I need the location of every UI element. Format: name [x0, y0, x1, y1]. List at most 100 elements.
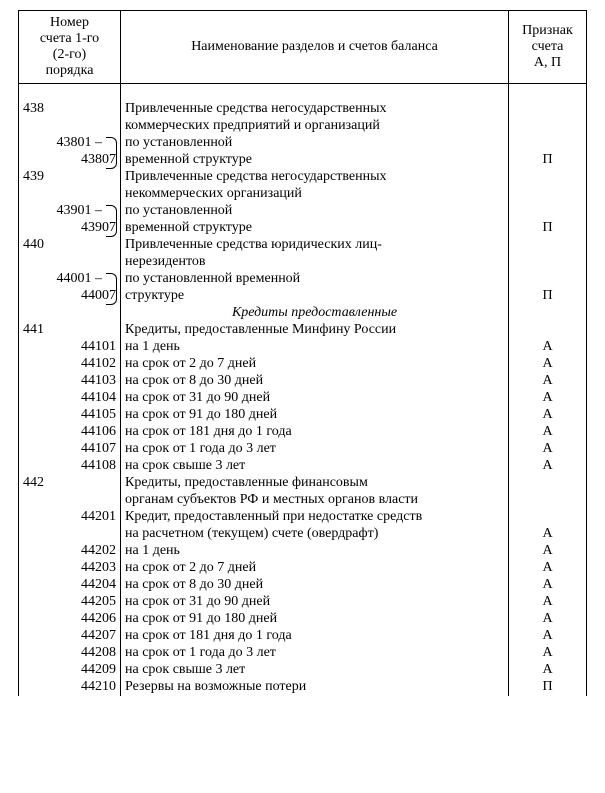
account-l1: 442 — [19, 475, 121, 492]
table-row: 44104на срок от 31 до 90 днейА — [19, 390, 587, 407]
account-l2: 44207 — [19, 628, 121, 645]
account-sign: П — [509, 288, 587, 305]
table-row: 43901 –по установленной — [19, 203, 587, 220]
account-sign: А — [509, 441, 587, 458]
range-desc: по установленной — [121, 135, 509, 152]
table-row: нерезидентов — [19, 254, 587, 271]
table-row: 44107на срок от 1 года до 3 летА — [19, 441, 587, 458]
account-title: нерезидентов — [121, 254, 509, 271]
table-row: 44207на срок от 181 дня до 1 годаА — [19, 628, 587, 645]
table-row: 438Привлеченные средства негосударственн… — [19, 101, 587, 118]
header-col-account: Номерсчета 1-го(2-го)порядка — [19, 11, 121, 84]
account-l2: 44102 — [19, 356, 121, 373]
account-sign: А — [509, 560, 587, 577]
account-desc: на срок от 181 дня до 1 года — [121, 424, 509, 441]
account-l2: 44209 — [19, 662, 121, 679]
account-l1: 439 — [19, 169, 121, 186]
account-sign: А — [509, 424, 587, 441]
account-l2: 44205 — [19, 594, 121, 611]
account-l2 — [19, 526, 121, 543]
account-sign: А — [509, 458, 587, 475]
account-l1 — [19, 186, 121, 203]
account-desc: на срок свыше 3 лет — [121, 662, 509, 679]
account-sign: А — [509, 611, 587, 628]
account-l1 — [19, 492, 121, 509]
account-l1: 438 — [19, 101, 121, 118]
account-sign: П — [509, 152, 587, 169]
account-title: Привлеченные средства негосударственных — [121, 169, 509, 186]
table-row: 441Кредиты, предоставленные Минфину Росс… — [19, 322, 587, 339]
table-row: 43807временной структуреП — [19, 152, 587, 169]
table-row: 44105на срок от 91 до 180 днейА — [19, 407, 587, 424]
account-desc: на 1 день — [121, 543, 509, 560]
table-row: органам субъектов РФ и местных органов в… — [19, 492, 587, 509]
account-l2: 44201 — [19, 509, 121, 526]
table-row: 44204на срок от 8 до 30 днейА — [19, 577, 587, 594]
account-sign: А — [509, 543, 587, 560]
account-desc: на 1 день — [121, 339, 509, 356]
account-desc: на срок от 1 года до 3 лет — [121, 441, 509, 458]
account-desc: на срок от 1 года до 3 лет — [121, 645, 509, 662]
account-l1 — [19, 254, 121, 271]
table-row: 44106на срок от 181 дня до 1 годаА — [19, 424, 587, 441]
account-sign — [509, 475, 587, 492]
account-desc: на расчетном (текущем) счете (овердрафт) — [121, 526, 509, 543]
account-sign — [509, 492, 587, 509]
range-desc: временной структуре — [121, 152, 509, 169]
account-sign — [509, 169, 587, 186]
account-l2: 44202 — [19, 543, 121, 560]
section-title-row: Кредиты предоставленные — [19, 305, 587, 322]
account-desc: на срок от 2 до 7 дней — [121, 356, 509, 373]
table-row: 439Привлеченные средства негосударственн… — [19, 169, 587, 186]
account-l2: 44104 — [19, 390, 121, 407]
account-desc: на срок от 91 до 180 дней — [121, 611, 509, 628]
account-desc: на срок от 181 дня до 1 года — [121, 628, 509, 645]
range-desc: временной структуре — [121, 220, 509, 237]
account-l1 — [19, 118, 121, 135]
range-desc: структуре — [121, 288, 509, 305]
account-desc: на срок от 8 до 30 дней — [121, 373, 509, 390]
account-l2: 44105 — [19, 407, 121, 424]
account-desc: на срок от 2 до 7 дней — [121, 560, 509, 577]
account-sign: А — [509, 390, 587, 407]
table-body: 438Привлеченные средства негосударственн… — [19, 84, 587, 697]
account-sign — [509, 186, 587, 203]
table-row: 44201Кредит, предоставленный при недоста… — [19, 509, 587, 526]
table-row: 44202на 1 деньА — [19, 543, 587, 560]
table-header-row: Номерсчета 1-го(2-го)порядка Наименовани… — [19, 11, 587, 84]
account-title: Кредиты, предоставленные финансовым — [121, 475, 509, 492]
table-row: 44101на 1 деньА — [19, 339, 587, 356]
table-row: 44102на срок от 2 до 7 днейА — [19, 356, 587, 373]
account-l2: 44203 — [19, 560, 121, 577]
table-row: 44108на срок свыше 3 летА — [19, 458, 587, 475]
account-desc: на срок от 8 до 30 дней — [121, 577, 509, 594]
table-row: 43801 –по установленной — [19, 135, 587, 152]
account-range-from: 43901 – — [19, 203, 121, 220]
account-sign: А — [509, 526, 587, 543]
account-title: органам субъектов РФ и местных органов в… — [121, 492, 509, 509]
table-row: 442Кредиты, предоставленные финансовым — [19, 475, 587, 492]
account-l2: 44204 — [19, 577, 121, 594]
account-sign: П — [509, 220, 587, 237]
account-sign — [509, 118, 587, 135]
empty — [19, 305, 121, 322]
table-row: 43907временной структуреП — [19, 220, 587, 237]
account-sign — [509, 203, 587, 220]
account-desc: на срок свыше 3 лет — [121, 458, 509, 475]
account-l2: 44103 — [19, 373, 121, 390]
account-sign: П — [509, 679, 587, 696]
account-sign — [509, 254, 587, 271]
account-desc: на срок от 31 до 90 дней — [121, 594, 509, 611]
account-sign: А — [509, 662, 587, 679]
table-row: 44208на срок от 1 года до 3 летА — [19, 645, 587, 662]
account-sign — [509, 101, 587, 118]
header-col-name: Наименование разделов и счетов баланса — [121, 11, 509, 84]
page: Номерсчета 1-го(2-го)порядка Наименовани… — [0, 0, 605, 793]
account-l2: 44106 — [19, 424, 121, 441]
account-desc: Кредит, предоставленный при недостатке с… — [121, 509, 509, 526]
account-range-from: 43801 – — [19, 135, 121, 152]
account-title: Привлеченные средства негосударственных — [121, 101, 509, 118]
account-l1: 440 — [19, 237, 121, 254]
account-sign — [509, 135, 587, 152]
account-l2: 44206 — [19, 611, 121, 628]
